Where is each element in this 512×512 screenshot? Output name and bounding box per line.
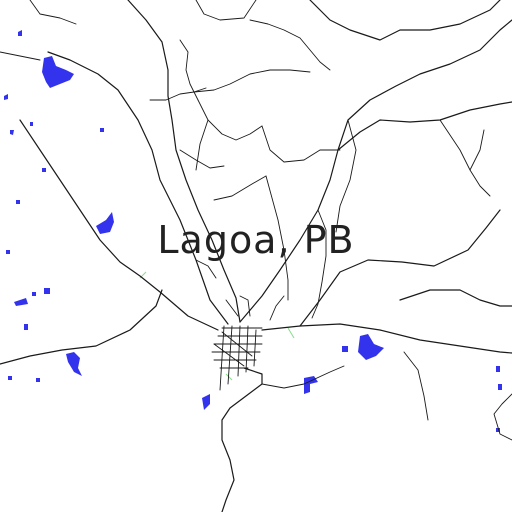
- minor-roads: [0, 0, 512, 441]
- minor-road-3: [179, 39, 199, 101]
- minor-road-23: [493, 393, 512, 441]
- town-street-v1: [219, 325, 225, 391]
- minor-road-9: [179, 149, 225, 169]
- pond-10: [32, 292, 36, 296]
- road-west-loop: [19, 119, 219, 331]
- minor-road-6: [193, 69, 311, 93]
- minor-road-15: [335, 119, 357, 233]
- minor-road-20: [195, 259, 217, 279]
- vegetation-line-3: [225, 373, 233, 381]
- town-street-grid: [211, 325, 263, 391]
- pond-11: [44, 288, 50, 294]
- lake-northwest: [42, 56, 74, 88]
- pond-15: [342, 346, 348, 352]
- road-northeast: [239, 19, 512, 323]
- minor-road-12: [213, 175, 267, 201]
- town-street-v2: [227, 325, 233, 385]
- town-street-d2: [221, 331, 253, 357]
- road-town-to-south: [221, 367, 263, 512]
- minor-road-13: [265, 175, 289, 301]
- town-street-v5: [253, 329, 257, 367]
- vegetation-lines: [139, 271, 295, 381]
- minor-road-5: [195, 0, 257, 21]
- place-label: Lagoa, PB: [157, 218, 355, 262]
- minor-road-1: [29, 0, 77, 25]
- pond-9: [14, 298, 28, 306]
- water-bodies: [4, 30, 502, 432]
- minor-road-4: [149, 87, 207, 101]
- pond-3: [10, 130, 14, 135]
- minor-road-21: [261, 365, 345, 389]
- pond-17: [498, 384, 502, 390]
- minor-road-16: [439, 119, 491, 197]
- lake-southeast: [304, 376, 318, 394]
- road-north-center: [127, 0, 241, 323]
- road-town-to-east: [261, 323, 512, 354]
- lake-east: [358, 334, 384, 360]
- pond-14: [36, 378, 40, 382]
- town-street-v4: [245, 325, 249, 373]
- lake-west: [96, 212, 114, 234]
- minor-road-17: [469, 129, 485, 171]
- pond-2: [4, 94, 8, 100]
- minor-road-7: [249, 19, 331, 71]
- road-east-branch: [299, 209, 501, 327]
- road-southwest: [0, 289, 163, 365]
- minor-road-10: [195, 119, 209, 171]
- pond-7: [16, 200, 20, 204]
- road-far-east: [399, 289, 512, 307]
- pond-6: [42, 168, 46, 172]
- pond-1: [18, 30, 22, 36]
- road-east-north: [337, 101, 512, 151]
- minor-road-24: [225, 299, 239, 317]
- minor-road-11: [261, 125, 341, 163]
- vegetation-line-2: [287, 327, 295, 339]
- pond-13: [8, 376, 12, 380]
- minor-road-8: [197, 99, 263, 141]
- road-top-right: [309, 0, 501, 41]
- minor-road-14: [311, 209, 327, 319]
- pond-4: [30, 122, 33, 126]
- road-northwest-to-town: [47, 51, 229, 325]
- lake-southwest: [66, 352, 82, 376]
- lake-south-center: [202, 394, 210, 410]
- minor-road-18: [239, 295, 251, 317]
- pond-16: [496, 366, 500, 372]
- minor-road-2: [0, 51, 41, 61]
- minor-road-22: [403, 351, 429, 421]
- town-street-v3: [237, 325, 241, 377]
- minor-road-19: [269, 295, 285, 321]
- town-street-d1: [213, 343, 245, 367]
- pond-8: [6, 250, 10, 254]
- pond-12: [24, 324, 28, 330]
- pond-5: [100, 128, 104, 132]
